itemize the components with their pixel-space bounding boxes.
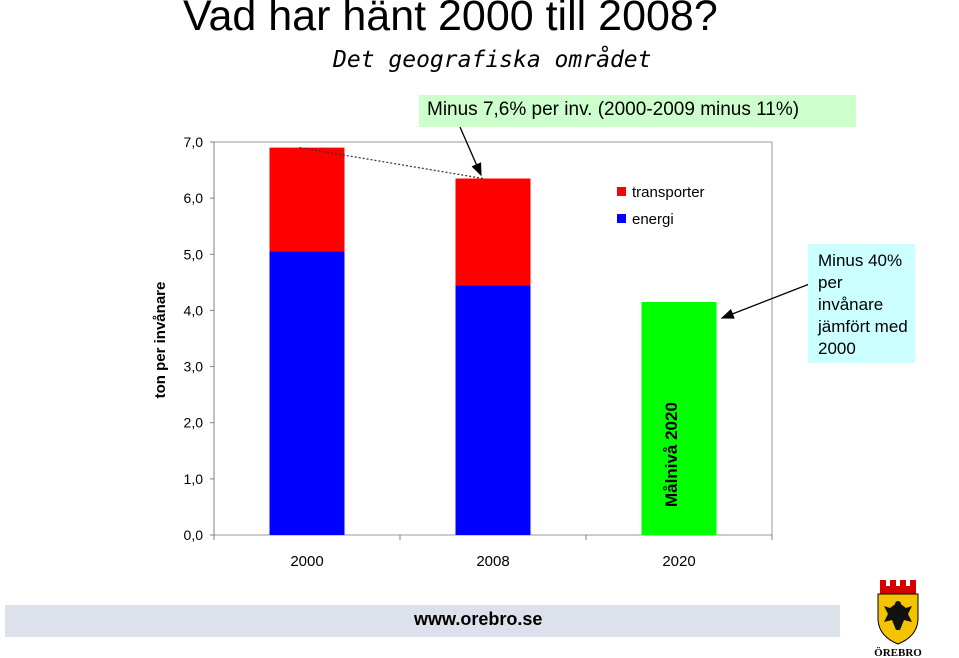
y-tick-label: 4,0	[184, 302, 204, 318]
legend-swatch-transporter	[617, 187, 626, 196]
y-tick-label: 5,0	[184, 246, 204, 262]
y-tick-label: 1,0	[184, 471, 204, 487]
y-axis-label: ton per invånare	[152, 282, 169, 399]
legend-label-energi: energi	[632, 211, 674, 228]
logo-text: ÖREBRO	[874, 646, 922, 658]
reduction-callout: Minus 7,6% per inv. (2000-2009 minus 11%…	[419, 95, 856, 127]
bar-transporter-2000	[269, 147, 345, 252]
legend-label-transporter: transporter	[632, 184, 705, 201]
slide-subtitle: Det geografiska området	[333, 47, 652, 73]
x-tick-label: 2020	[662, 553, 695, 570]
bar-transporter-2008	[455, 178, 531, 286]
bar-energi-2000	[269, 251, 345, 535]
trend-dotted-line	[299, 147, 484, 180]
y-tick-label: 6,0	[184, 190, 204, 206]
x-tick-label: 2008	[476, 553, 509, 570]
y-tick-label: 0,0	[184, 527, 204, 543]
bar-target-2020	[641, 302, 717, 535]
y-tick-label: 7,0	[184, 134, 204, 150]
orebro-coat-of-arms-logo: ÖREBRO	[874, 580, 922, 658]
callout-arrow-top	[459, 126, 482, 177]
target-callout: Minus 40% per invånare jämfört med 2000	[808, 244, 915, 363]
slide-title: Vad har hänt 2000 till 2008?	[183, 0, 718, 40]
footer-url[interactable]: www.orebro.se	[414, 609, 543, 629]
footer-bar	[5, 605, 840, 637]
x-tick-label: 2000	[290, 553, 323, 570]
bar-energi-2008	[455, 285, 531, 535]
legend-swatch-energi	[617, 214, 626, 223]
y-tick-label: 3,0	[184, 359, 204, 375]
y-tick-label: 2,0	[184, 415, 204, 431]
target-bar-label: Målnivå 2020	[662, 402, 681, 507]
callout-arrow-right	[720, 282, 813, 319]
